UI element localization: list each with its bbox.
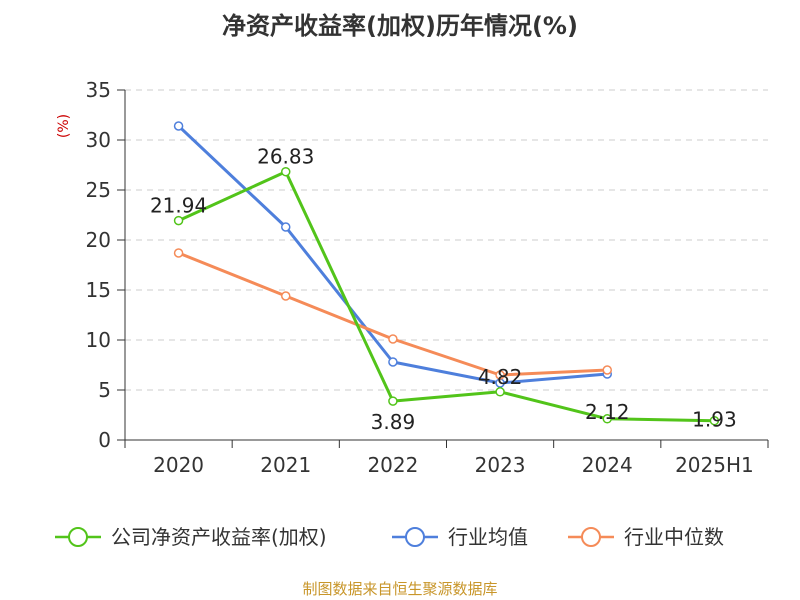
x-tick-label: 2020 <box>153 453 204 477</box>
y-tick-label: 5 <box>98 378 111 402</box>
data-point[interactable] <box>388 357 398 367</box>
data-point[interactable] <box>281 291 291 301</box>
y-tick-label: 30 <box>86 128 111 152</box>
data-label: 26.83 <box>257 145 314 169</box>
data-label: 3.89 <box>371 410 416 434</box>
legend-label: 公司净资产收益率(加权) <box>111 525 327 549</box>
legend-swatch-marker <box>405 527 425 547</box>
x-tick-label: 2024 <box>582 453 633 477</box>
series-group <box>173 121 720 426</box>
legend[interactable]: 公司净资产收益率(加权) 行业均值 行业中位数 <box>55 525 724 549</box>
legend-item[interactable]: 行业均值 <box>392 525 528 549</box>
legend-item[interactable]: 行业中位数 <box>568 525 724 549</box>
data-point[interactable] <box>495 370 505 380</box>
legend-swatch-marker <box>581 527 601 547</box>
data-labels: 21.94 26.83 3.89 4.82 2.12 1.93 <box>150 145 737 434</box>
y-tick-label: 20 <box>86 228 111 252</box>
axes: 0 5 10 15 20 25 30 35 2020 2021 2022 2023 2024 2025H1 <box>86 78 769 477</box>
data-label: 1.93 <box>692 408 737 432</box>
data-point[interactable] <box>388 396 398 406</box>
data-point[interactable] <box>281 222 291 232</box>
chart-title: 净资产收益率(加权)历年情况(%) <box>222 12 578 40</box>
legend-label: 行业均值 <box>448 525 528 549</box>
x-tick-label: 2023 <box>475 453 526 477</box>
legend-label: 行业中位数 <box>624 525 724 549</box>
y-tick-label: 25 <box>86 178 111 202</box>
data-point[interactable] <box>173 248 184 258</box>
data-point[interactable] <box>281 166 291 177</box>
series-line <box>177 124 608 385</box>
series-line <box>178 251 608 377</box>
data-point[interactable] <box>602 414 612 424</box>
data-point[interactable] <box>173 215 184 226</box>
y-tick-label: 15 <box>86 278 111 302</box>
source-note: 制图数据来自恒生聚源数据库 <box>302 580 497 598</box>
data-point[interactable] <box>173 121 184 131</box>
x-tick-label: 2022 <box>367 453 418 477</box>
gridlines <box>125 89 768 391</box>
data-point[interactable] <box>495 387 505 397</box>
x-tick-label: 2025H1 <box>675 453 754 477</box>
y-tick-label: 10 <box>86 328 111 352</box>
data-label: 2.12 <box>585 400 630 424</box>
series-line <box>177 170 715 423</box>
x-tick-label: 2021 <box>260 453 311 477</box>
data-point[interactable] <box>602 365 612 375</box>
data-label: 21.94 <box>150 194 207 218</box>
data-point[interactable] <box>709 415 720 426</box>
legend-swatch-marker <box>68 527 88 547</box>
data-label: 4.82 <box>478 365 523 389</box>
y-tick-label: 35 <box>86 78 111 102</box>
y-axis-label: (%) <box>56 114 72 138</box>
legend-item[interactable]: 公司净资产收益率(加权) <box>55 525 327 549</box>
data-point[interactable] <box>388 334 398 344</box>
y-tick-label: 0 <box>98 428 111 452</box>
